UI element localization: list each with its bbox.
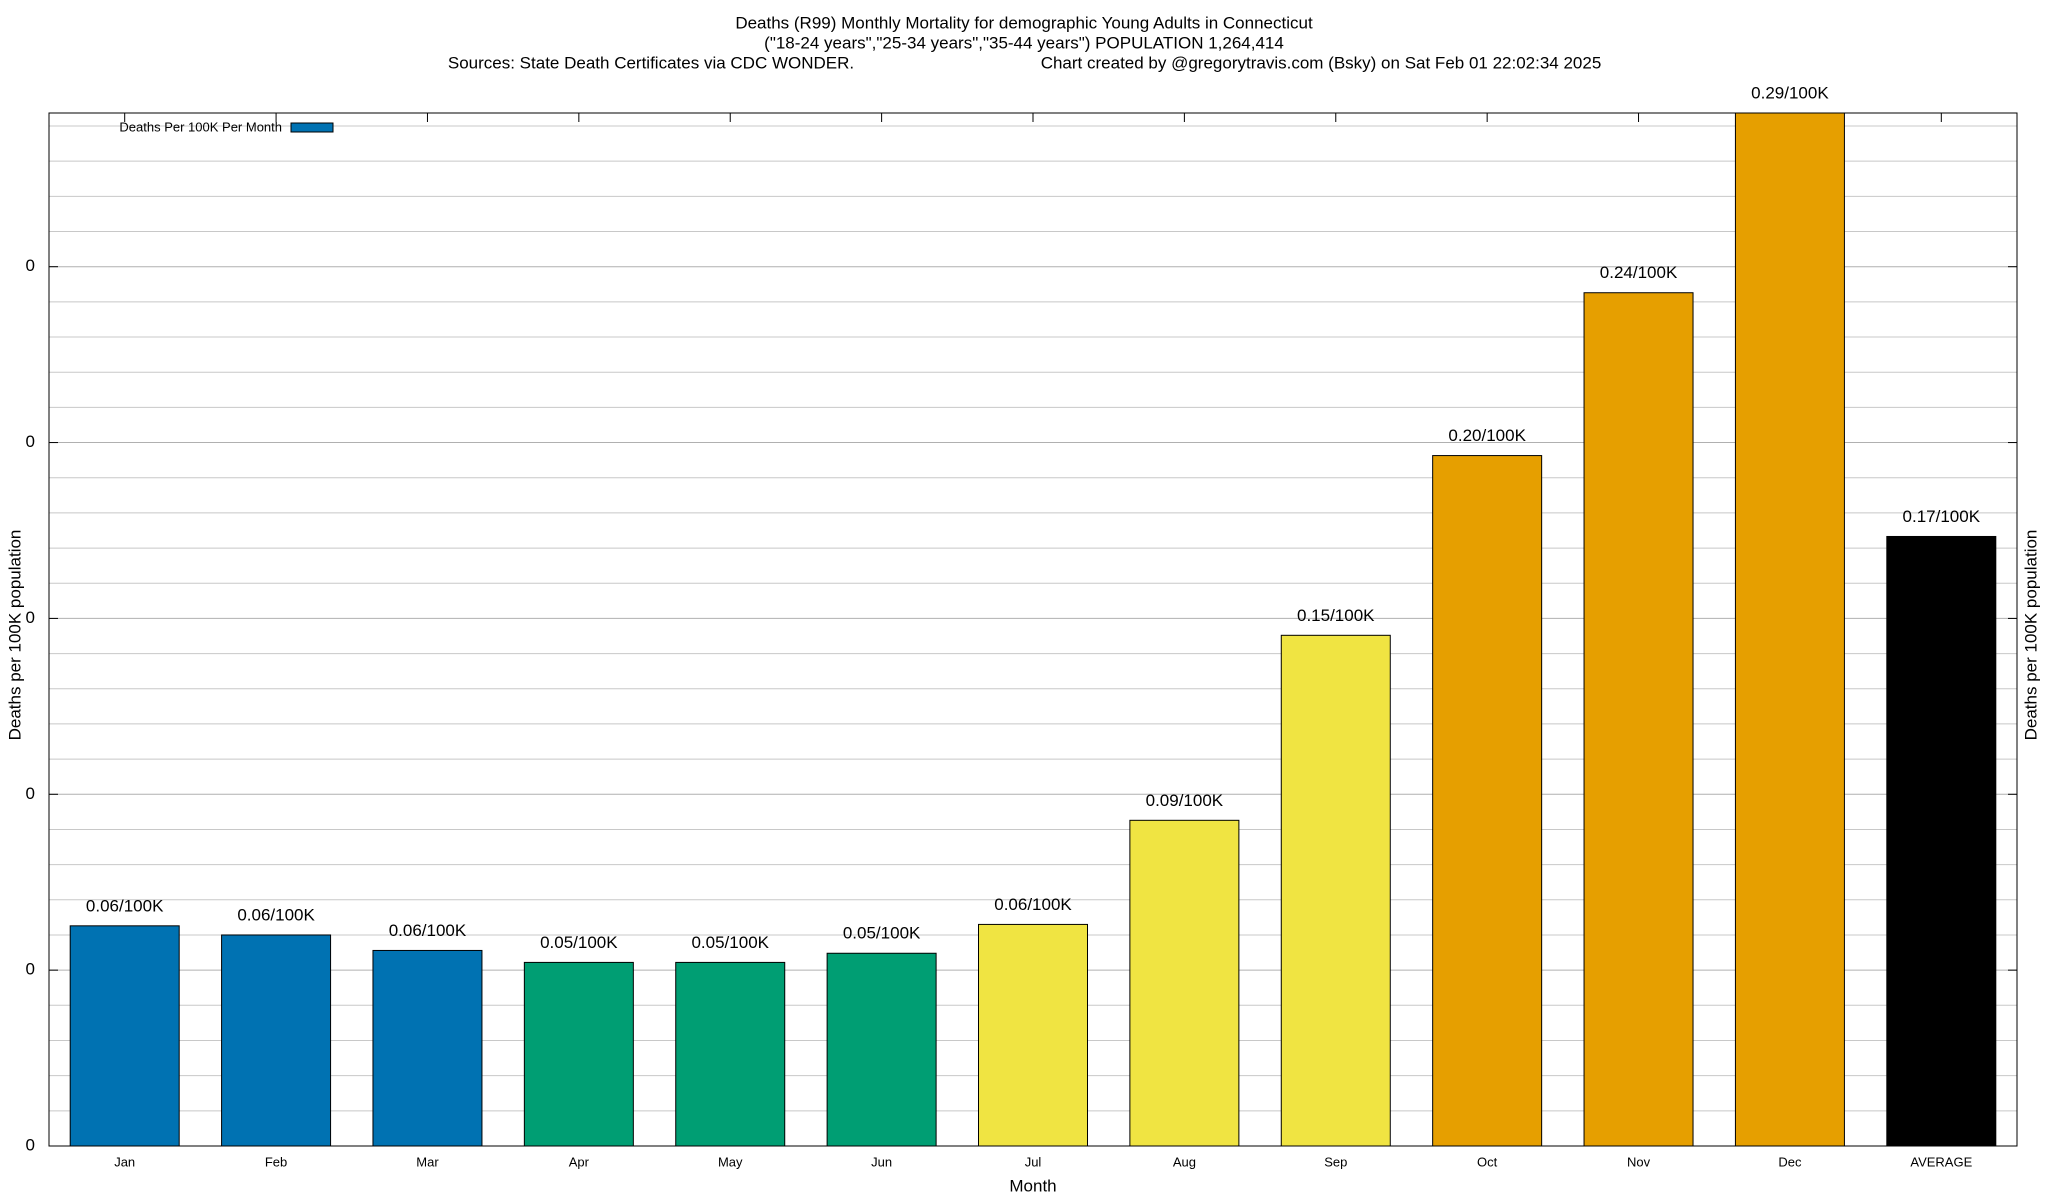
bar — [1432, 455, 1543, 1147]
bar — [978, 923, 1088, 1147]
y-tick-label: 0 — [26, 608, 35, 627]
chart-subtitle: ("18-24 years","25-34 years","35-44 year… — [764, 33, 1284, 52]
bar — [1129, 819, 1240, 1147]
bar — [675, 961, 786, 1147]
bar — [372, 949, 483, 1147]
x-axis-title: Month — [1009, 1176, 1056, 1195]
bar — [69, 925, 180, 1147]
plot-frame — [48, 112, 2018, 1147]
x-tick-label: Mar — [416, 1154, 439, 1169]
chart-title: Deaths (R99) Monthly Mortality for demog… — [735, 13, 1313, 32]
legend-label: Deaths Per 100K Per Month — [119, 119, 282, 134]
y-tick-label: 0 — [26, 256, 35, 275]
credit: Chart created by @gregorytravis.com (Bsk… — [1041, 53, 1602, 72]
data-label: 0.20/100K — [1448, 426, 1526, 445]
x-tick-label: Oct — [1477, 1154, 1498, 1169]
data-label: 0.15/100K — [1297, 606, 1375, 625]
bar — [1280, 634, 1391, 1147]
data-label: 0.06/100K — [389, 921, 467, 940]
x-tick-label: Feb — [265, 1154, 287, 1169]
x-tick-label: Jan — [114, 1154, 135, 1169]
x-tick-label: Dec — [1778, 1154, 1802, 1169]
data-label: 0.05/100K — [540, 933, 618, 952]
bar — [1734, 112, 1845, 1147]
data-label: 0.29/100K — [1751, 83, 1829, 102]
x-tick-label: Jul — [1025, 1154, 1042, 1169]
x-tick-label: Aug — [1173, 1154, 1196, 1169]
data-label: 0.09/100K — [1146, 791, 1224, 810]
x-tick-label: Nov — [1627, 1154, 1651, 1169]
data-label: 0.06/100K — [237, 905, 315, 924]
y-tick-label: 0 — [26, 960, 35, 979]
data-label: 0.05/100K — [843, 924, 921, 943]
bar — [221, 934, 332, 1147]
x-tick-label: May — [718, 1154, 743, 1169]
legend-swatch — [290, 122, 334, 133]
data-label: 0.05/100K — [691, 933, 769, 952]
bar — [1583, 292, 1694, 1147]
x-tick-label: Jun — [871, 1154, 892, 1169]
x-tick-label: Sep — [1324, 1154, 1347, 1169]
x-tick-label: Apr — [569, 1154, 590, 1169]
y-tick-label: 0 — [26, 1135, 35, 1154]
y-tick-label: 0 — [26, 784, 35, 803]
y-tick-label: 0 — [26, 432, 35, 451]
data-label: 0.06/100K — [86, 896, 164, 915]
y-axis-title: Deaths per 100K population — [5, 530, 24, 741]
bar — [523, 961, 634, 1147]
bar — [1886, 535, 1997, 1147]
data-label: 0.24/100K — [1600, 263, 1678, 282]
source: Sources: State Death Certificates via CD… — [448, 53, 854, 72]
data-label: 0.06/100K — [994, 895, 1072, 914]
data-label: 0.17/100K — [1903, 507, 1981, 526]
bar — [826, 952, 937, 1147]
y2-axis-title: Deaths per 100K population — [2021, 530, 2040, 741]
x-tick-label: AVERAGE — [1910, 1154, 1972, 1169]
